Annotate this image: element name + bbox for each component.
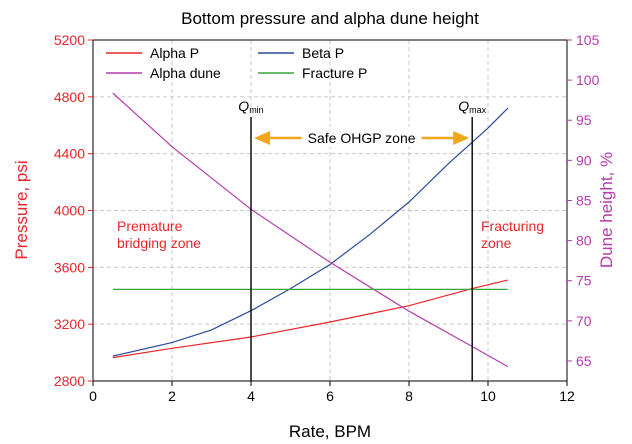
- y-right-tick-label: 75: [576, 273, 592, 289]
- legend-label-alpha-dune: Alpha dune: [150, 65, 221, 81]
- legend-label-alpha-p: Alpha P: [150, 45, 199, 61]
- y-left-tick-label: 4000: [54, 203, 85, 219]
- y-right-tick-label: 90: [576, 152, 592, 168]
- x-tick-label: 12: [559, 388, 575, 404]
- fracturing-zone-label-line2: zone: [481, 235, 512, 251]
- fracturing-zone-label-line1: Fracturing: [481, 218, 544, 234]
- y-left-tick-label: 3600: [54, 259, 85, 275]
- q-min-label: Qmin: [238, 98, 263, 115]
- y-right-tick-label: 70: [576, 313, 592, 329]
- y-left-tick-label: 3200: [54, 316, 85, 332]
- legend-label-fracture-p: Fracture P: [302, 65, 367, 81]
- y-axis-right-label: Dune height, %: [597, 152, 616, 268]
- x-tick-label: 6: [326, 388, 334, 404]
- chart-title: Bottom pressure and alpha dune height: [181, 9, 479, 28]
- q-max-label: Qmax: [458, 98, 486, 115]
- safe-zone-arrowhead-right: [453, 131, 470, 145]
- safe-zone-arrowhead-left: [254, 131, 270, 145]
- series-line-alpha-p: [112, 279, 508, 359]
- series-line-beta-p: [112, 107, 509, 357]
- legend: Alpha P Beta P Alpha dune Fracture P: [106, 45, 367, 81]
- x-tick-label: 10: [480, 388, 496, 404]
- premature-zone-label-line1: Premature: [117, 218, 183, 234]
- y-left-tick-label: 4800: [54, 89, 85, 105]
- axes-layer: 0 2 4 6 8 10 12 2800 3200 3600 4000 4400 4800 5200 65 7…: [54, 32, 600, 404]
- vline-layer: Qmin Qmax: [238, 98, 487, 381]
- y-left-tick-label: 4400: [54, 146, 85, 162]
- x-tick-label: 8: [405, 388, 413, 404]
- y-right-tick-label: 100: [576, 72, 600, 88]
- y-left-tick-label: 5200: [54, 32, 85, 48]
- x-tick-label: 4: [247, 388, 255, 404]
- safe-zone-label: Safe OHGP zone: [308, 130, 416, 146]
- grid: [93, 40, 567, 381]
- y-axis-left-label: Pressure, psi: [12, 160, 31, 259]
- safe-zone-label-bg: [301, 127, 422, 147]
- y-right-tick-label: 80: [576, 233, 592, 249]
- x-tick-label: 0: [89, 388, 97, 404]
- y-right-tick-label: 105: [576, 32, 600, 48]
- x-tick-label: 2: [168, 388, 176, 404]
- legend-label-beta-p: Beta P: [302, 45, 344, 61]
- premature-zone-label-line2: bridging zone: [117, 235, 201, 251]
- y-right-tick-label: 95: [576, 112, 592, 128]
- x-axis-label: Rate, BPM: [289, 422, 371, 441]
- y-left-tick-label: 2800: [54, 373, 85, 389]
- y-right-tick-label: 65: [576, 353, 592, 369]
- y-right-tick-label: 85: [576, 192, 592, 208]
